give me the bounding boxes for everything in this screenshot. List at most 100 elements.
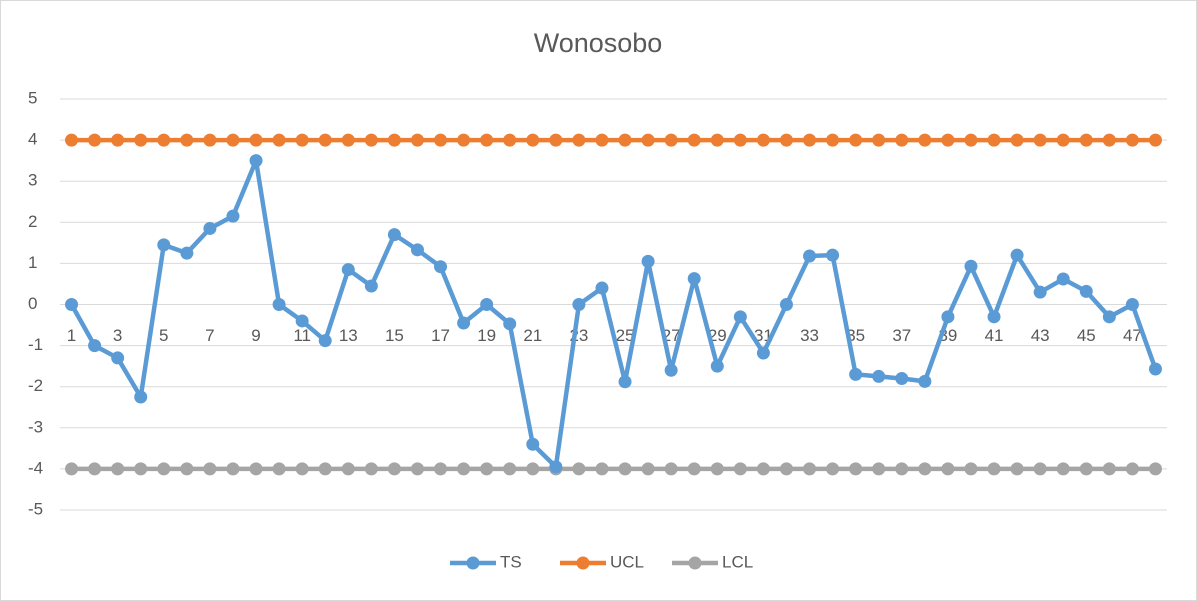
series-marker (895, 133, 909, 147)
series-marker (664, 462, 678, 476)
legend-label: UCL (610, 552, 644, 571)
x-tick-label: 7 (205, 326, 214, 345)
series-marker (918, 374, 932, 388)
x-tick-label: 37 (892, 326, 911, 345)
series-marker (595, 462, 609, 476)
series-marker (872, 369, 886, 383)
series-marker (65, 133, 79, 147)
series-marker (756, 133, 770, 147)
x-tick-label: 13 (339, 326, 358, 345)
series-marker (249, 154, 263, 168)
series-marker (1010, 248, 1024, 262)
series-marker (387, 462, 401, 476)
series-marker (710, 133, 724, 147)
series-marker (134, 390, 148, 404)
x-tick-label: 45 (1077, 326, 1096, 345)
series-marker (111, 351, 125, 365)
series-marker (341, 462, 355, 476)
series-marker (226, 462, 240, 476)
legend-marker (466, 556, 480, 570)
x-tick-label: 47 (1123, 326, 1142, 345)
x-tick-label: 9 (251, 326, 260, 345)
series-marker (1102, 462, 1116, 476)
series-marker (1056, 462, 1070, 476)
series-marker (918, 133, 932, 147)
series-marker (272, 462, 286, 476)
series-marker (941, 133, 955, 147)
y-tick-label: 3 (28, 171, 37, 190)
series-marker (157, 238, 171, 252)
series-marker (710, 462, 724, 476)
x-tick-label: 11 (293, 326, 311, 345)
series-marker (872, 133, 886, 147)
series-marker (710, 359, 724, 373)
legend-marker (576, 556, 590, 570)
series-marker (88, 339, 102, 353)
series-marker (1102, 133, 1116, 147)
series-marker (457, 462, 471, 476)
series-marker (457, 316, 471, 330)
series-marker (410, 243, 424, 257)
y-tick-label: 4 (28, 130, 37, 149)
y-tick-label: 5 (28, 88, 37, 107)
series-marker (111, 133, 125, 147)
y-tick-label: -4 (28, 458, 43, 477)
series-marker (964, 259, 978, 273)
series-marker (549, 133, 563, 147)
series-marker (503, 133, 517, 147)
series-marker (987, 462, 1001, 476)
series-marker (756, 462, 770, 476)
series-marker (618, 133, 632, 147)
series-marker (664, 133, 678, 147)
series-marker (88, 133, 102, 147)
x-tick-label: 33 (800, 326, 819, 345)
series-marker (826, 133, 840, 147)
series-marker (803, 462, 817, 476)
series-marker (618, 375, 632, 389)
legend-label: LCL (722, 552, 753, 571)
series-marker (1148, 362, 1162, 376)
series-marker (964, 462, 978, 476)
x-tick-label: 1 (67, 326, 76, 345)
series-marker (987, 310, 1001, 324)
series-marker (203, 462, 217, 476)
series-marker (1079, 284, 1093, 298)
series-marker (1056, 272, 1070, 286)
series-marker (918, 462, 932, 476)
series-marker (410, 133, 424, 147)
series-marker (1010, 133, 1024, 147)
series-marker (88, 462, 102, 476)
x-tick-label: 17 (431, 326, 450, 345)
series-marker (111, 462, 125, 476)
series-marker (526, 437, 540, 451)
series-marker (572, 133, 586, 147)
series-marker (1125, 298, 1139, 311)
series-marker (434, 462, 448, 476)
series-marker (1033, 133, 1047, 147)
x-tick-label: 5 (159, 326, 168, 345)
series-marker (618, 462, 632, 476)
series-marker (387, 133, 401, 147)
series-marker (1033, 462, 1047, 476)
series-marker (203, 221, 217, 235)
series-marker (526, 133, 540, 147)
series-marker (134, 133, 148, 147)
series-marker (434, 133, 448, 147)
series-marker (779, 462, 793, 476)
series-marker (1079, 133, 1093, 147)
x-tick-label: 15 (385, 326, 404, 345)
series-marker (1148, 462, 1162, 476)
series-marker (318, 334, 332, 348)
series-marker (572, 462, 586, 476)
x-tick-label: 19 (477, 326, 496, 345)
series-marker (503, 317, 517, 331)
legend-marker (688, 556, 702, 570)
series-marker (503, 462, 517, 476)
series-marker (872, 462, 886, 476)
series-marker (134, 462, 148, 476)
series-marker (180, 462, 194, 476)
series-marker (549, 460, 563, 474)
x-tick-label: 21 (523, 326, 542, 345)
